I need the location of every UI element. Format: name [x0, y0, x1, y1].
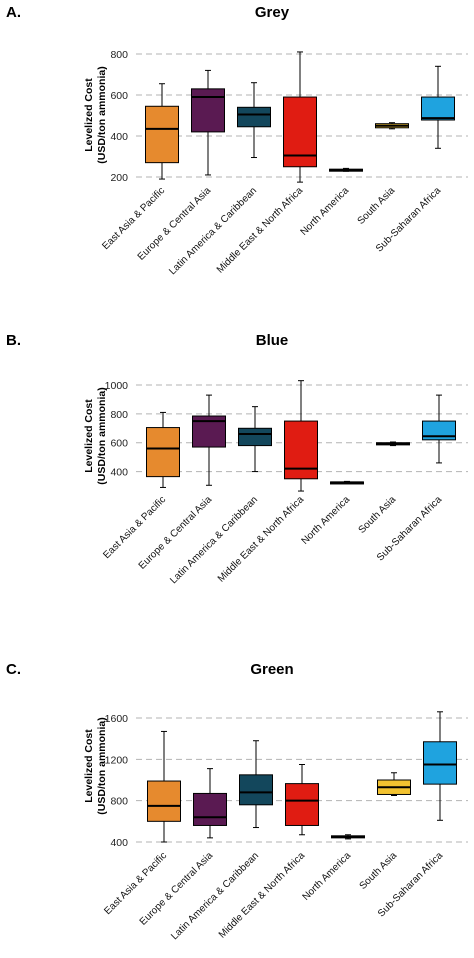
y-tick-label: 1000 [105, 380, 129, 392]
y-axis-label-line1: Levelized Cost [83, 729, 95, 803]
panel-blue: B. Blue Levelized Cost (USD/ton ammonia)… [0, 318, 474, 636]
box-iqr [191, 88, 225, 133]
y-axis-label-line2: (USD/ton ammonia) [96, 717, 108, 814]
box-iqr [237, 106, 271, 128]
box-south-asia [377, 772, 411, 796]
box-sub-saharan-africa [421, 65, 455, 149]
y-tick-label: 200 [110, 172, 128, 184]
y-tick-label: 1600 [105, 713, 129, 725]
box-south-asia [375, 122, 409, 130]
x-tick-label: North America [300, 494, 353, 547]
box-middle-east-north-africa [285, 764, 319, 836]
y-tick-label: 800 [110, 796, 128, 808]
box-iqr [423, 741, 457, 785]
chart-green: C. Green Levelized Cost (USD/ton ammonia… [6, 661, 468, 942]
x-tick-label: Middle East & North Africa [217, 850, 308, 941]
box-iqr [239, 774, 273, 806]
box-sub-saharan-africa [423, 711, 457, 821]
box-north-america [331, 834, 365, 840]
box-iqr [421, 96, 455, 121]
panel-label: B. [6, 332, 21, 349]
box-iqr [146, 427, 180, 478]
y-tick-label: 800 [110, 409, 128, 421]
box-iqr [145, 105, 179, 164]
box-middle-east-north-africa [283, 51, 317, 183]
box-east-asia-pacific [145, 83, 179, 180]
box-latin-america-caribbean [238, 406, 272, 473]
box-iqr [284, 420, 318, 480]
y-tick-label: 800 [110, 49, 128, 61]
box-sub-saharan-africa [422, 394, 456, 464]
box-europe-central-asia [193, 768, 227, 839]
y-axis-label-line2: (USD/ton ammonia) [96, 66, 108, 163]
y-axis-label-line2: (USD/ton ammonia) [96, 387, 108, 484]
x-tick-label: Middle East & North Africa [215, 185, 306, 276]
box-latin-america-caribbean [239, 740, 273, 829]
panel-label: A. [6, 4, 21, 21]
panel-green: C. Green Levelized Cost (USD/ton ammonia… [0, 636, 474, 953]
panel-label: C. [6, 661, 21, 678]
x-tick-label: Latin America & Caribbean [168, 494, 260, 586]
box-iqr [422, 420, 456, 441]
x-tick-label: North America [299, 185, 352, 238]
box-iqr [147, 780, 181, 822]
box-iqr [238, 427, 272, 447]
x-tick-label: South Asia [356, 185, 398, 227]
y-tick-label: 400 [110, 467, 128, 479]
box-iqr [193, 792, 227, 826]
chart-blue: B. Blue Levelized Cost (USD/ton ammonia)… [6, 332, 468, 586]
box-middle-east-north-africa [284, 380, 318, 492]
chart-grey: A. Grey Levelized Cost (USD/ton ammonia)… [6, 4, 468, 277]
x-tick-label: Latin America & Caribbean [167, 185, 259, 277]
y-tick-label: 600 [110, 90, 128, 102]
panel-grey: A. Grey Levelized Cost (USD/ton ammonia)… [0, 0, 474, 310]
box-latin-america-caribbean [237, 82, 271, 159]
y-tick-label: 400 [110, 837, 128, 849]
x-tick-label: South Asia [357, 494, 399, 536]
x-tick-label: South Asia [358, 850, 400, 892]
y-axis-label-line1: Levelized Cost [83, 78, 95, 152]
chart-title: Blue [256, 332, 289, 349]
box-north-america [329, 167, 363, 172]
box-iqr [285, 783, 319, 826]
chart-title: Green [250, 661, 293, 678]
box-south-asia [376, 441, 410, 447]
y-tick-label: 600 [110, 438, 128, 450]
box-east-asia-pacific [146, 411, 180, 488]
box-north-america [330, 480, 364, 485]
y-axis-label-line1: Levelized Cost [83, 399, 95, 473]
x-tick-label: Latin America & Caribbean [169, 850, 261, 942]
chart-title: Grey [255, 4, 290, 21]
box-europe-central-asia [192, 394, 226, 486]
box-europe-central-asia [191, 69, 225, 176]
y-tick-label: 400 [110, 131, 128, 143]
x-tick-label: Middle East & North Africa [216, 494, 307, 585]
y-tick-label: 1200 [105, 754, 129, 766]
box-east-asia-pacific [147, 730, 181, 843]
x-tick-label: North America [301, 850, 354, 903]
